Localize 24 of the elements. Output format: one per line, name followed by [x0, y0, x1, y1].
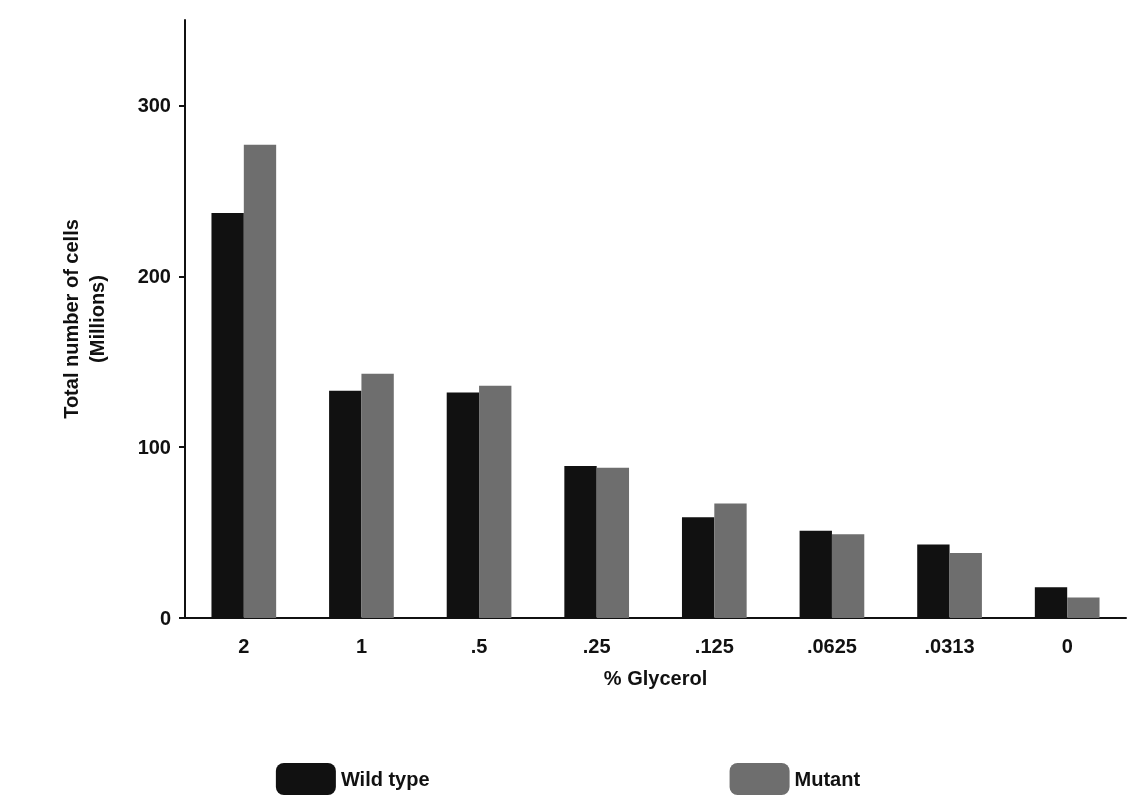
x-tick-label: 1	[355, 635, 367, 657]
y-axis-title: Total number of cells (Millions)	[60, 219, 108, 419]
bar	[1067, 597, 1100, 618]
y-tick-label: 200	[137, 265, 171, 288]
bar	[479, 385, 512, 618]
y-tick-label: 300	[137, 94, 171, 117]
x-axis-title: % Glycerol	[603, 667, 708, 689]
legend-label: Mutant	[794, 768, 861, 790]
bar	[361, 373, 394, 618]
x-tick-label: .5	[470, 635, 488, 657]
x-tick-label: .0625	[806, 635, 857, 657]
x-tick-label: 0	[1061, 635, 1073, 657]
y-tick-label: 100	[137, 436, 171, 459]
bar	[714, 503, 747, 618]
x-tick-label: .125	[694, 635, 734, 657]
y-tick-label: 0	[159, 607, 171, 629]
bar	[243, 144, 277, 618]
legend-label: Wild type	[340, 768, 430, 790]
x-tick-label: .0313	[924, 635, 975, 657]
bar	[831, 534, 865, 618]
x-tick-label: .25	[582, 635, 611, 657]
x-tick-label: 2	[238, 635, 250, 657]
bar	[596, 467, 630, 618]
bar	[949, 553, 982, 618]
